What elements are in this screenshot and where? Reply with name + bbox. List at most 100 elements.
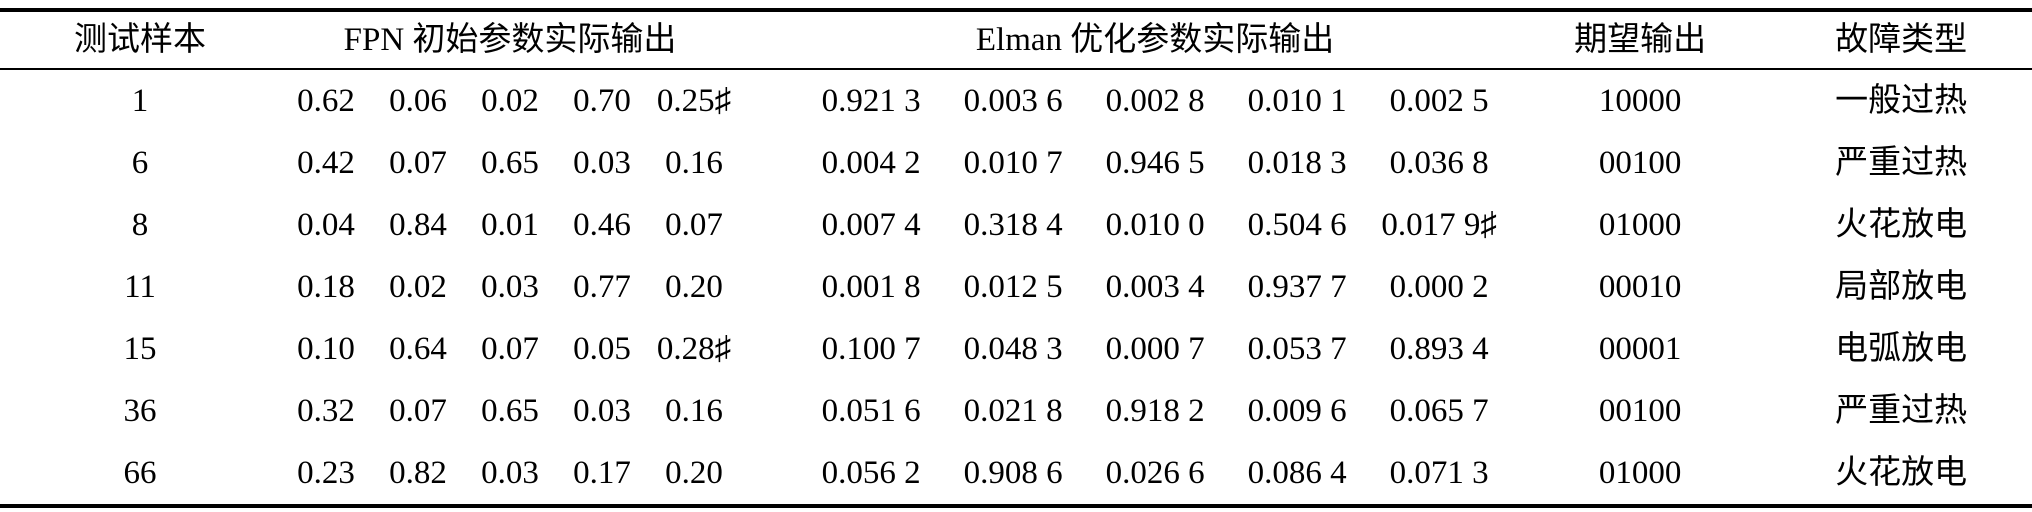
elman-value-cell: 0.908 6 (942, 442, 1085, 508)
table-row: 11 0.18 0.02 0.03 0.77 0.20 0.001 8 0.012 5 0.00… (0, 256, 2032, 318)
spacer-cell (740, 194, 800, 256)
elman-value-cell: 0.000 2 (1389, 268, 1489, 305)
spacer-cell (740, 256, 800, 318)
elman-value-cell: 0.003 4 (1105, 268, 1205, 305)
header-elman-group: Elman 优化参数实际输出 (800, 8, 1511, 70)
fpn-value-cell: 0.42 (297, 144, 355, 181)
fpn-value-cell: 0.70 (573, 82, 631, 119)
elman-value-cell: 0.018 3 (1247, 144, 1347, 181)
fpn-value-cell: 0.07 (389, 144, 447, 181)
header-expected-output: 期望输出 (1510, 8, 1771, 70)
table-row: 66 0.23 0.82 0.03 0.17 0.20 0.056 2 0.908 6 0.02… (0, 442, 2032, 508)
table-row: 15 0.10 0.64 0.07 0.05 0.28♯ 0.100 7 0.048 3 0.0… (0, 318, 2032, 380)
fault-type-cell: 电弧放电 (1835, 330, 1968, 367)
header-fpn-group: FPN 初始参数实际输出 (280, 8, 741, 70)
elman-value-cell: 0.010 0 (1105, 206, 1205, 243)
sample-cell: 36 (123, 392, 157, 429)
elman-value-cell: 0.012 5 (963, 268, 1063, 305)
elman-value-cell: 0.056 2 (800, 442, 943, 508)
elman-value-cell: 0.021 8 (963, 392, 1063, 429)
fpn-value-cell: 0.03 (573, 392, 631, 429)
fault-type-cell: 严重过热 (1835, 392, 1968, 429)
elman-value-cell: 0.003 6 (963, 82, 1063, 119)
elman-value-cell: 0.051 6 (821, 392, 921, 429)
fpn-value-cell: 0.07 (389, 392, 447, 429)
sample-cell: 15 (123, 330, 157, 367)
header-row: 测试样本 FPN 初始参数实际输出 Elman 优化参数实际输出 期望输出 故障… (0, 8, 2032, 70)
elman-value-cell: 0.893 4 (1389, 330, 1489, 367)
fpn-value-cell: 0.16 (665, 144, 723, 181)
table-header: 测试样本 FPN 初始参数实际输出 Elman 优化参数实际输出 期望输出 故障… (0, 8, 2032, 70)
sample-cell: 8 (131, 206, 149, 243)
sample-cell: 66 (0, 442, 280, 508)
elman-value-cell: 0.086 4 (1226, 442, 1369, 508)
fpn-value-cell: 0.25♯ (656, 82, 732, 119)
fpn-value-cell: 0.46 (573, 206, 631, 243)
fpn-value-cell: 0.82 (372, 442, 464, 508)
elman-value-cell: 0.026 6 (1084, 442, 1227, 508)
fpn-value-cell: 0.18 (297, 268, 355, 305)
elman-value-cell: 0.007 4 (821, 206, 921, 243)
elman-value-cell: 0.036 8 (1389, 144, 1489, 181)
elman-value-cell: 0.002 8 (1105, 82, 1205, 119)
fpn-value-cell: 0.06 (389, 82, 447, 119)
fault-type-cell: 一般过热 (1835, 82, 1968, 119)
elman-value-cell: 0.071 3 (1368, 442, 1511, 508)
fpn-value-cell: 0.28♯ (656, 330, 732, 367)
fpn-value-cell: 0.65 (481, 144, 539, 181)
fpn-value-cell: 0.32 (297, 392, 355, 429)
expected-output-cell: 00100 (1598, 144, 1682, 181)
fpn-value-cell: 0.01 (481, 206, 539, 243)
fpn-value-cell: 0.84 (389, 206, 447, 243)
fault-type-cell: 火花放电 (1835, 206, 1968, 243)
header-sample: 测试样本 (0, 8, 280, 70)
elman-value-cell: 0.504 6 (1247, 206, 1347, 243)
table-row: 1 0.62 0.06 0.02 0.70 0.25♯ 0.921 3 0.003 6 0.00… (0, 69, 2032, 132)
elman-value-cell: 0.001 8 (821, 268, 921, 305)
expected-output-cell: 00001 (1598, 330, 1682, 367)
elman-value-cell: 0.937 7 (1247, 268, 1347, 305)
spacer-cell (740, 69, 800, 132)
fpn-value-cell: 0.64 (389, 330, 447, 367)
elman-value-cell: 0.004 2 (821, 144, 921, 181)
expected-output-cell: 01000 (1510, 442, 1771, 508)
elman-value-cell: 0.921 3 (821, 82, 921, 119)
fpn-value-cell: 0.62 (297, 82, 355, 119)
spacer-cell (740, 318, 800, 380)
elman-value-cell: 0.065 7 (1389, 392, 1489, 429)
spacer-cell (740, 132, 800, 194)
fpn-value-cell: 0.03 (481, 268, 539, 305)
fpn-value-cell: 0.05 (573, 330, 631, 367)
fault-type-cell: 火花放电 (1770, 442, 2032, 508)
sample-cell: 1 (131, 82, 149, 119)
fpn-value-cell: 0.17 (556, 442, 648, 508)
fault-type-cell: 严重过热 (1835, 144, 1968, 181)
elman-value-cell: 0.010 7 (963, 144, 1063, 181)
fpn-value-cell: 0.02 (389, 268, 447, 305)
fpn-value-cell: 0.77 (573, 268, 631, 305)
fault-type-cell: 局部放电 (1835, 268, 1968, 305)
expected-output-cell: 01000 (1598, 206, 1682, 243)
elman-value-cell: 0.017 9♯ (1381, 206, 1497, 243)
elman-value-cell: 0.100 7 (821, 330, 921, 367)
elman-value-cell: 0.946 5 (1105, 144, 1205, 181)
table-row: 36 0.32 0.07 0.65 0.03 0.16 0.051 6 0.021 8 0.91… (0, 380, 2032, 442)
elman-value-cell: 0.048 3 (963, 330, 1063, 367)
fpn-value-cell: 0.23 (280, 442, 372, 508)
elman-value-cell: 0.009 6 (1247, 392, 1347, 429)
spacer-cell (740, 442, 801, 508)
fpn-value-cell: 0.02 (481, 82, 539, 119)
expected-output-cell: 10000 (1598, 82, 1682, 119)
header-fault-type: 故障类型 (1770, 8, 2032, 70)
fpn-value-cell: 0.04 (297, 206, 355, 243)
expected-output-cell: 00010 (1598, 268, 1682, 305)
table-body: 1 0.62 0.06 0.02 0.70 0.25♯ 0.921 3 0.003 6 0.00… (0, 69, 2032, 508)
fpn-value-cell: 0.16 (665, 392, 723, 429)
fpn-value-cell: 0.07 (481, 330, 539, 367)
table-row: 6 0.42 0.07 0.65 0.03 0.16 0.004 2 0.010 7 0.946… (0, 132, 2032, 194)
table-row: 8 0.04 0.84 0.01 0.46 0.07 0.007 4 0.318 4 0.010… (0, 194, 2032, 256)
expected-output-cell: 00100 (1598, 392, 1682, 429)
header-spacer (740, 8, 801, 70)
fpn-value-cell: 0.03 (573, 144, 631, 181)
